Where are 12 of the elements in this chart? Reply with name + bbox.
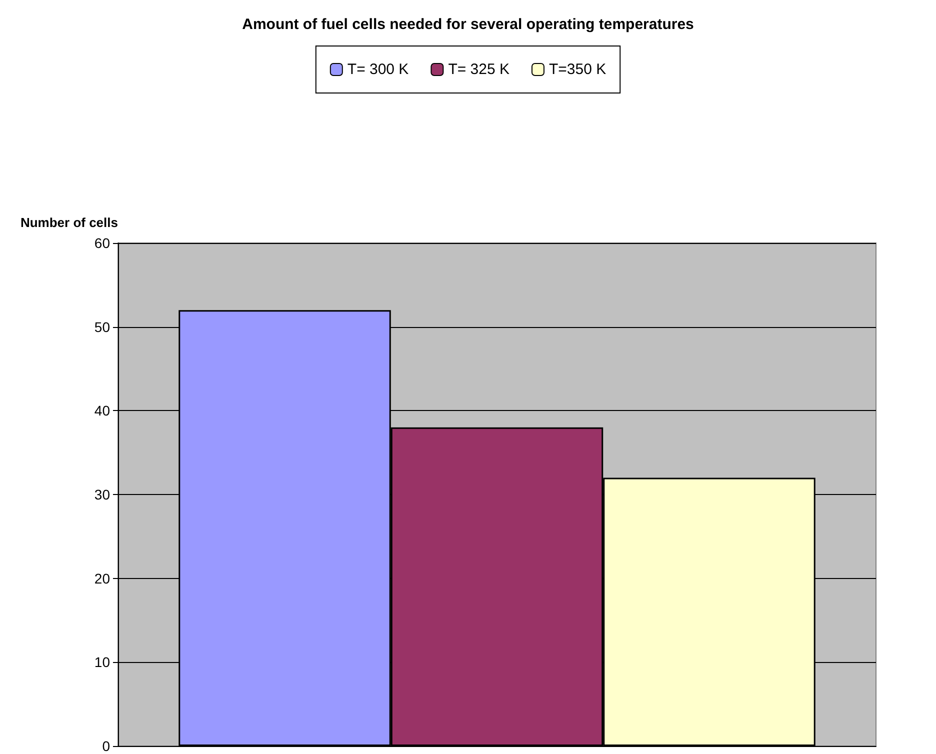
y-tick-label: 10: [94, 654, 110, 670]
legend-label: T= 325 K: [448, 61, 510, 78]
y-tick-label: 60: [94, 235, 110, 251]
y-tick-label: 40: [94, 402, 110, 419]
y-tick-label: 30: [94, 486, 110, 502]
legend-label: T=350 K: [548, 61, 606, 78]
y-tick-label: 50: [94, 318, 110, 335]
y-axis-title: Number of cells: [20, 215, 118, 230]
y-tick-label: 0: [102, 738, 110, 754]
legend-label: T= 300 K: [347, 61, 409, 78]
chart-title: Amount of fuel cells needed for several operating temperatures: [242, 16, 694, 33]
y-tick-label: 20: [94, 570, 110, 586]
